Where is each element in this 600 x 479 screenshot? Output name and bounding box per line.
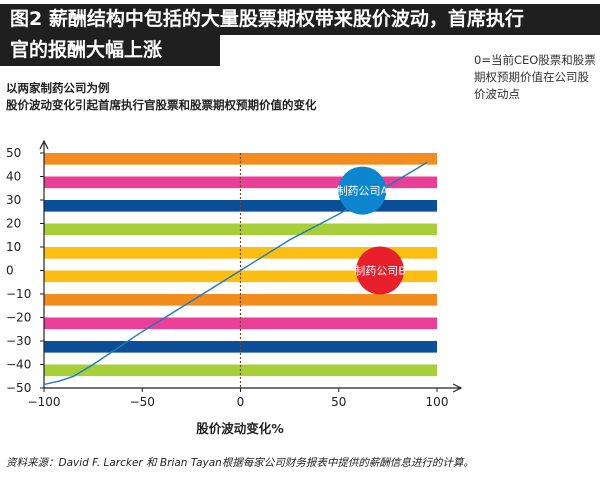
y-tick-label: −30 [6,334,31,348]
x-tick-label: 0 [237,395,245,409]
chart-subtitle-1: 以两家制药公司为例 [6,81,110,95]
y-tick-label: 10 [6,240,21,254]
y-tick-label: −40 [6,358,31,372]
company-marker-label-1: 制药公司B [354,265,406,278]
band-15 [44,329,437,341]
markers-layer: 制药公司A 制药公司B [337,166,406,295]
y-tick-label: 0 [6,264,14,278]
company-marker-0 [338,166,387,215]
chart-title-line2: 官的报酬大幅上涨 [0,35,220,66]
x-axis-label: 股价波动变化% [196,421,284,436]
y-tick-label: 20 [6,217,21,231]
y-tick-label: 40 [6,170,21,184]
source-note: 资料来源：David F. Larcker 和 Brian Tayan根据每家公… [6,457,474,469]
chart-subtitle-2: 股价波动变化引起首席执行官股票和股票期权预期价值的变化 [6,98,317,112]
x-tick-label: −50 [130,395,155,409]
band-11 [44,282,437,294]
y-tick-label: −10 [6,287,31,301]
band-13 [44,305,437,318]
x-axis-arrow [452,383,463,393]
company-marker-1 [356,246,405,295]
x-tick-label: 50 [331,395,346,409]
y-tick-label: −50 [6,381,31,395]
y-tick-label: 30 [6,193,21,207]
y-tick-label: −20 [6,311,31,325]
band-8 [44,247,437,259]
y-tick-label: 50 [6,146,21,160]
y-axis-arrow [39,139,49,150]
band-14 [44,317,437,330]
x-tick-label: 100 [426,395,449,409]
chart-title-line1: 图2 薪酬结构中包括的大量股票期权带来股价波动，首席执行 [0,4,600,35]
band-9 [44,258,437,271]
band-10 [44,270,437,283]
company-marker-label-0: 制药公司A [337,185,389,198]
chart-note: 0=当前CEO股票和股票期权预期价值在公司股价波动点 [474,53,596,101]
band-12 [44,294,437,306]
x-tick-label: −100 [28,395,61,409]
